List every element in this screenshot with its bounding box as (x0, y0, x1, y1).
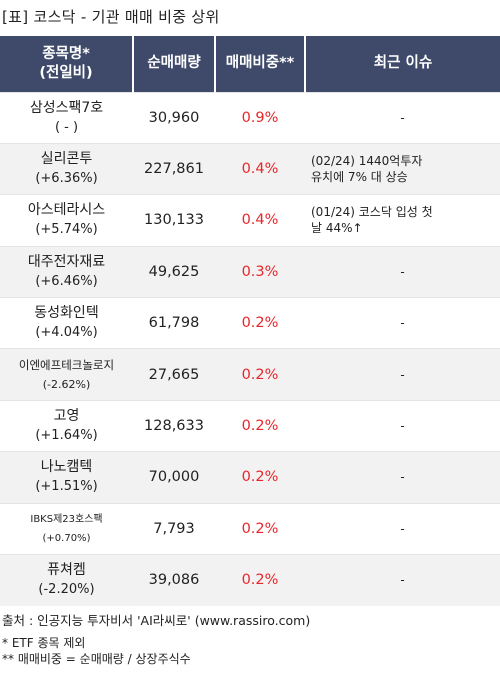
table-row: 나노캠텍 (+1.51%) 70,000 0.2% - (0, 451, 500, 504)
trade-ratio: 0.2% (215, 399, 305, 452)
stock-name: 동성화인텍 (34, 305, 99, 322)
stock-name-cell: IBKS제23호스팩 (+0.70%) (0, 502, 133, 555)
table-row: 삼성스팩7호 ( - ) 30,960 0.9% - (0, 91, 500, 144)
stock-name: 이엔에프테크놀로지 (18, 357, 115, 372)
header-ratio: 매매비중** (214, 36, 305, 92)
table-row: 동성화인텍 (+4.04%) 61,798 0.2% - (0, 297, 500, 349)
table-row: 대주전자재료 (+6.46%) 49,625 0.3% - (0, 245, 500, 298)
stock-change: (+0.70%) (42, 532, 91, 544)
table-row: 실리콘투 (+6.36%) 227,861 0.4% (02/24) 1440억투자 유치… (0, 142, 500, 195)
institution-trading-table: 종목명* (전일비) 순매매량 매매비중** 최근 이슈 삼성스팩7호 ( - )… (0, 36, 500, 606)
recent-issue-line: - (400, 573, 405, 588)
stock-change: (-2.20%) (38, 582, 95, 598)
recent-issue: - (305, 451, 500, 504)
table-row: 아스테라시스 (+5.74%) 130,133 0.4% (01/24) 코스닥 입성 … (0, 194, 500, 247)
recent-issue-line: 유치에 7% 대 상승 (311, 170, 408, 185)
trade-ratio: 0.2% (215, 554, 305, 606)
table-row: 고영 (+1.64%) 128,633 0.2% - (0, 399, 500, 452)
table-row: IBKS제23호스팩 (+0.70%) 7,793 0.2% - (0, 502, 500, 555)
stock-name: IBKS제23호스팩 (30, 513, 103, 525)
recent-issue: - (305, 245, 500, 298)
header-issue: 최근 이슈 (304, 36, 500, 92)
stock-name: 나노캠텍 (40, 459, 93, 476)
stock-change: (-2.62%) (42, 377, 91, 391)
net-volume: 128,633 (133, 399, 215, 452)
stock-name: 아스테라시스 (27, 202, 106, 219)
stock-name-cell: 나노캠텍 (+1.51%) (0, 451, 133, 504)
net-volume: 49,625 (133, 245, 215, 298)
recent-issue: - (305, 502, 500, 555)
net-volume: 227,861 (133, 142, 215, 195)
table-header-row: 종목명* (전일비) 순매매량 매매비중** 최근 이슈 (0, 36, 500, 92)
trade-ratio: 0.3% (215, 245, 305, 298)
stock-name: 삼성스팩7호 (29, 99, 104, 116)
trade-ratio: 0.4% (215, 142, 305, 195)
stock-change: (+6.36%) (35, 171, 98, 187)
stock-change: (+6.46%) (35, 273, 98, 289)
table-row: 퓨쳐켐 (-2.20%) 39,086 0.2% - (0, 554, 500, 606)
recent-issue-line: - (400, 316, 405, 331)
recent-issue-line: (02/24) 1440억투자 (311, 154, 423, 169)
recent-issue: - (305, 348, 500, 401)
stock-name: 퓨쳐켐 (47, 562, 86, 579)
stock-change: (+5.74%) (35, 222, 98, 238)
header-name-line1: 종목명* (42, 45, 90, 62)
source-note: 출처 : 인공지능 투자비서 'AI라씨로' (www.rassiro.com) (2, 613, 311, 628)
net-volume: 7,793 (133, 502, 215, 555)
stock-change: (+1.51%) (35, 479, 98, 495)
recent-issue-line: - (400, 367, 405, 382)
net-volume: 130,133 (133, 194, 215, 247)
header-name: 종목명* (전일비) (0, 36, 133, 92)
stock-name-cell: 고영 (+1.64%) (0, 399, 133, 452)
stock-name-cell: 퓨쳐켐 (-2.20%) (0, 554, 133, 606)
table-row: 이엔에프테크놀로지 (-2.62%) 27,665 0.2% - (0, 348, 500, 401)
net-volume: 27,665 (133, 348, 215, 401)
stock-name-cell: 아스테라시스 (+5.74%) (0, 194, 133, 247)
recent-issue-line: - (400, 470, 405, 485)
net-volume: 61,798 (133, 297, 215, 349)
trade-ratio: 0.9% (215, 91, 305, 144)
recent-issue: (02/24) 1440억투자 유치에 7% 대 상승 (305, 142, 500, 195)
stock-name: 대주전자재료 (27, 253, 106, 270)
header-name-line2: (전일비) (39, 64, 93, 81)
recent-issue-line: 날 44%↑ (311, 221, 363, 236)
stock-name-cell: 대주전자재료 (+6.46%) (0, 245, 133, 298)
trade-ratio: 0.4% (215, 194, 305, 247)
stock-name-cell: 삼성스팩7호 ( - ) (0, 91, 133, 144)
recent-issue: - (305, 554, 500, 606)
recent-issue-line: - (400, 521, 405, 536)
recent-issue: - (305, 91, 500, 144)
footnote-etf: * ETF 종목 제외 (2, 636, 86, 650)
net-volume: 39,086 (133, 554, 215, 606)
stock-name-cell: 이엔에프테크놀로지 (-2.62%) (0, 348, 133, 401)
recent-issue-line: - (400, 110, 405, 125)
recent-issue: - (305, 297, 500, 349)
header-volume: 순매매량 (132, 36, 215, 92)
net-volume: 30,960 (133, 91, 215, 144)
stock-name-cell: 실리콘투 (+6.36%) (0, 142, 133, 195)
stock-name: 실리콘투 (40, 151, 93, 168)
trade-ratio: 0.2% (215, 451, 305, 504)
stock-name: 고영 (53, 408, 80, 425)
net-volume: 70,000 (133, 451, 215, 504)
trade-ratio: 0.2% (215, 297, 305, 349)
trade-ratio: 0.2% (215, 348, 305, 401)
stock-name-cell: 동성화인텍 (+4.04%) (0, 297, 133, 349)
footnote-ratio: ** 매매비중 = 순매매량 / 상장주식수 (2, 652, 191, 666)
stock-change: ( - ) (54, 119, 79, 135)
stock-change: (+4.04%) (35, 325, 98, 341)
stock-change: (+1.64%) (35, 428, 98, 444)
page-title: [표] 코스닥 - 기관 매매 비중 상위 (2, 8, 220, 26)
recent-issue-line: - (400, 419, 405, 434)
trade-ratio: 0.2% (215, 502, 305, 555)
recent-issue: - (305, 399, 500, 452)
recent-issue-line: (01/24) 코스닥 입성 첫 (311, 205, 433, 220)
recent-issue-line: - (400, 264, 405, 279)
